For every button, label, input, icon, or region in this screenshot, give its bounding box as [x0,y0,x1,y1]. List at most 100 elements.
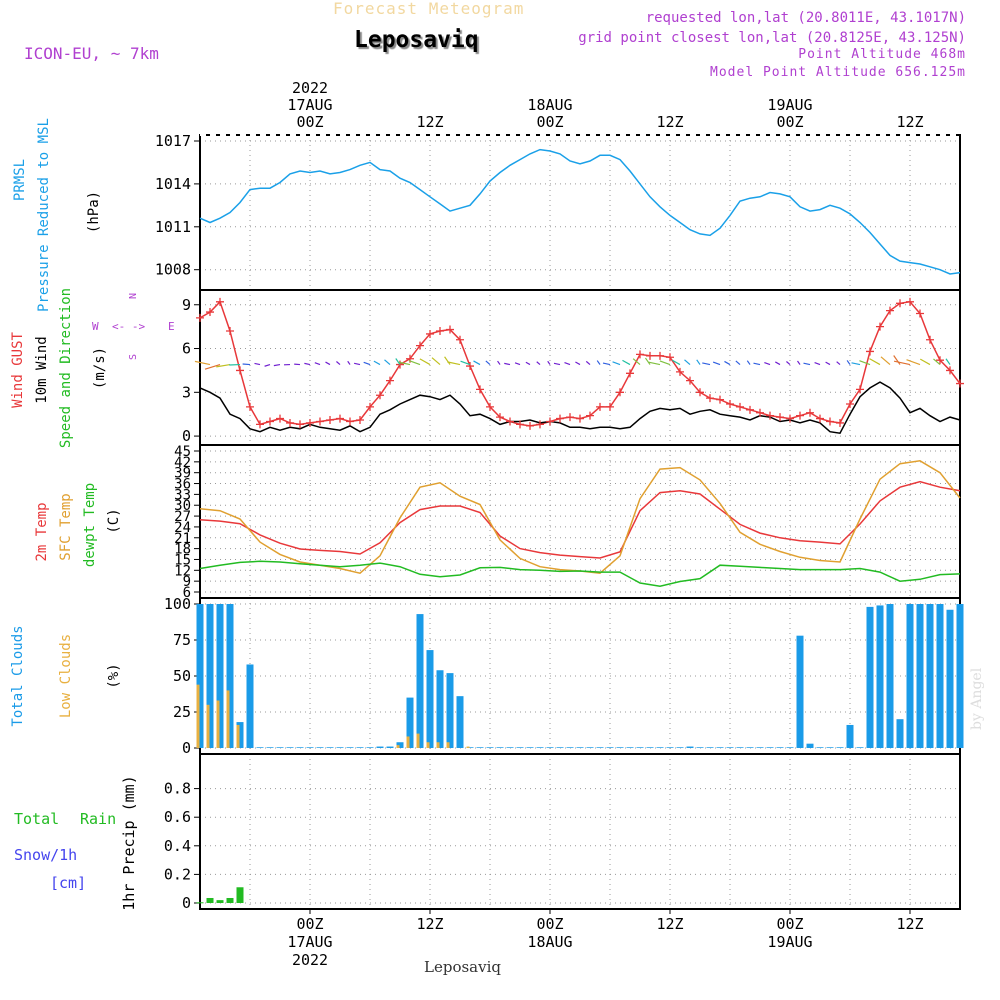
total-cloud-bar [306,747,314,748]
dewpt-line [199,560,961,587]
low-cloud-bar [396,745,400,748]
y-tick-label: 1008 [155,261,191,279]
gust-marker [596,402,604,411]
gust-marker [336,414,344,423]
wind-arrow [575,361,581,366]
wind-arrow [514,362,521,366]
rain-bar [206,897,214,903]
bottom-year-label: 2022 [292,951,328,969]
total-cloud-bar [486,747,494,748]
panel-0: 1008 1011 1014 1017 [155,132,961,291]
wind-arrow [825,361,831,366]
bottom-date-label: 18AUG [527,933,572,951]
total-cloud-bar [816,747,824,748]
wind-arrow [893,360,911,366]
panel-1: 0 3 6 9 [182,289,961,446]
y-tick-label: 0 [182,894,191,912]
wind-arrow [460,360,471,366]
gust-marker [816,414,824,423]
y-tick-label: 9 [182,296,191,314]
total-cloud-bar [206,604,214,748]
total-cloud-bar [316,747,324,748]
gust-marker [366,402,374,411]
total-cloud-bar [536,747,544,748]
wind-arrow [632,358,641,366]
total-cloud-bar [926,604,934,748]
total-cloud-bar [396,742,404,748]
gust-marker [266,417,274,426]
bottom-date-label: 19AUG [767,933,812,951]
y-tick-label: 0 [182,427,191,445]
low-cloud-bar [226,690,230,748]
gust-marker [576,414,584,423]
total-cloud-bar [806,743,814,748]
y-tick-label: 0.4 [164,837,191,855]
y-tick-label: 45 [174,444,191,460]
gust-marker [436,327,444,336]
wind-arrow [880,356,891,366]
total-cloud-bar [736,747,744,748]
total-cloud-bar [576,747,584,748]
wind-arrow [724,360,731,366]
y-tick-label: 0 [182,739,191,757]
gust-marker [456,335,464,344]
gust-marker [416,341,424,350]
total-cloud-bar [676,747,684,748]
wind-arrow [553,362,561,366]
total-cloud-bar [546,747,554,748]
total-cloud-bar [466,747,474,748]
pressure-label-1: PRMSL [12,159,28,201]
wind-arrow [354,362,361,366]
gust-marker [276,414,284,423]
gust-marker [826,417,834,426]
direction-label: Speed and Direction [58,288,74,448]
total-cloud-bar [406,697,414,748]
total-cloud-bar [356,747,364,748]
gust-marker [516,420,524,429]
wind-arrow [204,364,221,370]
pressure-unit: (hPa) [86,191,102,233]
wind-arrow [906,359,921,366]
requested-coords: requested lon,lat (20.8011E, 43.1017N) [645,10,966,26]
total-cloud-bar [706,747,714,748]
wind-arrow [644,357,651,365]
total-cloud-bar [526,747,534,748]
gust-line [199,300,961,427]
gust-marker [656,351,664,360]
gust-marker [916,309,924,318]
snow-unit: [cm] [50,874,86,892]
bottom-time-tick-label: 12Z [416,915,443,933]
total-cloud-bar [506,747,514,748]
wind-arrow [254,362,261,366]
wind-arrow [797,360,801,365]
y-tick-label: 18 [174,542,191,558]
wind-arrow [735,360,741,366]
wind-arrow [473,360,481,366]
low-cloud-bar [216,700,220,748]
total-cloud-bar [436,670,444,748]
total-cloud-bar [896,719,904,748]
total-cloud-bar [796,635,804,748]
wind-arrow [846,360,851,365]
gust-marker [856,385,864,394]
gust-marker [386,376,394,385]
y-tick-label: 9 [183,574,191,590]
rain-bar [226,897,234,903]
total-cloud-bar [326,747,334,748]
low-clouds-label: Low Clouds [58,634,74,718]
total-cloud-bar [936,604,944,748]
total-cloud-bar [386,746,394,748]
gust-marker [426,329,434,338]
low-cloud-bar [406,736,410,748]
wind-arrow [836,361,841,366]
wind-arrow [919,358,931,366]
total-cloud-bar [226,604,234,748]
total-cloud-bar [656,747,664,748]
total-cloud-bar [886,604,894,748]
wind-arrow [814,362,821,366]
gust-marker [756,408,764,417]
total-cloud-bar [916,604,924,748]
wind-arrow [363,361,371,366]
bottom-time-tick-label: 00Z [776,915,803,933]
